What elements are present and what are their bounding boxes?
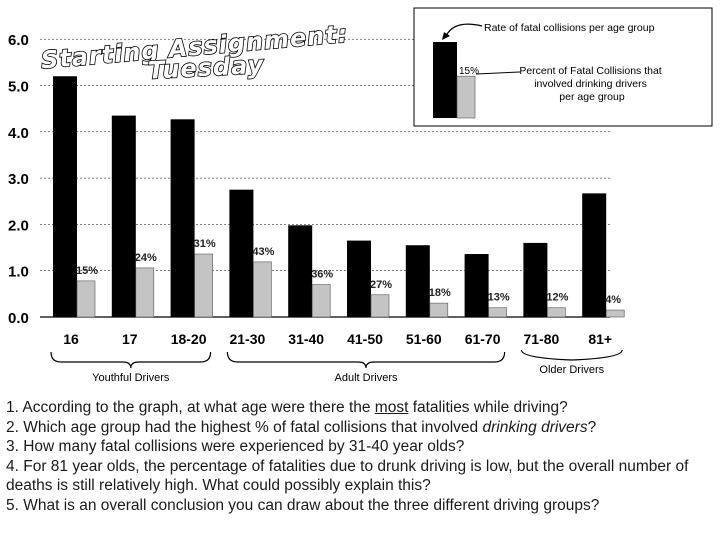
x-tick-label: 81+ — [588, 331, 612, 347]
chart-bars: 15% 24% 31% 43% 36% 27% 18% 13% 12% 4% — [53, 76, 625, 318]
legend-rate-label: Rate of fatal collisions per age group — [484, 22, 655, 34]
bar-rate — [229, 189, 254, 317]
bar-drinking-percent — [253, 261, 272, 318]
bar-drinking-percent — [605, 309, 625, 318]
y-tick-label: 2.0 — [8, 217, 29, 234]
question-1: 1. According to the graph, at what age w… — [6, 399, 568, 416]
fatal-collisions-chart: 0.0 1.0 2.0 3.0 4.0 5.0 6.0 15% 24% 31% 43% 36% 27%… — [8, 7, 713, 384]
bar-rate — [53, 76, 77, 318]
legend-pct-label-1: Percent of Fatal Collisions that — [519, 65, 661, 77]
legend-percent-bar — [456, 75, 476, 119]
bar-rate — [405, 245, 430, 317]
percent-data-label: 18% — [429, 287, 451, 299]
svg-text:Percent of Fatal Collisions th: Percent of Fatal Collisions that involve… — [519, 65, 664, 103]
percent-data-label: 12% — [546, 292, 568, 304]
x-tick-label: 31-40 — [288, 331, 324, 347]
question-3: 3. How many fatal collisions were experi… — [6, 438, 465, 456]
x-tick-label: 18-20 — [171, 331, 207, 347]
y-tick-label: 0.0 — [8, 310, 29, 327]
age-group-brackets: Youthful Drivers Adult Drivers Older Drive… — [50, 349, 623, 384]
assignment-title-line2: Tuesday — [147, 51, 265, 85]
bar-rate — [111, 115, 136, 317]
bar-rate — [464, 254, 489, 317]
y-tick-label: 5.0 — [8, 79, 29, 96]
x-tick-label: 61-70 — [465, 331, 501, 347]
group-label: Older Drivers — [539, 364, 604, 376]
x-tick-label: 21-30 — [229, 331, 265, 347]
y-tick-label: 1.0 — [8, 264, 29, 281]
percent-data-label: 4% — [605, 294, 621, 306]
x-tick-label: 71-80 — [523, 331, 559, 347]
bar-rate — [347, 240, 371, 317]
x-tick-label: 16 — [63, 331, 79, 347]
y-tick-label: 3.0 — [8, 171, 29, 188]
percent-data-label: 15% — [76, 265, 98, 277]
percent-data-label: 36% — [311, 269, 333, 281]
y-axis: 0.0 1.0 2.0 3.0 4.0 5.0 6.0 — [8, 32, 29, 327]
bar-rate — [288, 225, 313, 317]
group-bracket — [50, 351, 212, 369]
group-bracket — [520, 349, 623, 361]
y-tick-label: 6.0 — [8, 32, 29, 49]
legend-connector — [475, 71, 521, 75]
bar-drinking-percent — [488, 307, 507, 318]
bar-drinking-percent — [429, 302, 449, 318]
assignment-questions: 1. According to the graph, at what age w… — [6, 398, 716, 516]
group-label: Adult Drivers — [335, 372, 398, 384]
percent-data-label: 27% — [370, 279, 392, 291]
question-4: 4. For 81 year olds, the percentage of f… — [6, 457, 689, 495]
bar-rate — [582, 193, 607, 317]
question-2: 2. Which age group had the highest % of … — [6, 418, 597, 436]
assignment-title: Starting Assignment: Tuesday — [39, 19, 350, 86]
bar-rate — [170, 119, 195, 317]
legend-arrow — [445, 23, 483, 37]
legend-box: 15% Rate of fatal collisions per age gro… — [413, 7, 713, 127]
group-label: Youthful Drivers — [92, 372, 170, 384]
percent-data-label: 13% — [488, 292, 510, 304]
legend-rate-bar — [433, 42, 457, 118]
bar-drinking-percent — [311, 284, 331, 318]
legend-pct-label-3: per age group — [559, 91, 625, 103]
bar-rate — [523, 242, 548, 317]
bar-drinking-percent — [135, 267, 155, 318]
legend-pct-label-2: involved drinking drivers — [534, 78, 647, 90]
x-axis: 16 17 18-20 21-30 31-40 41-50 51-60 61-70 71-80 8… — [63, 331, 612, 347]
x-tick-label: 51-60 — [406, 331, 442, 347]
percent-data-label: 31% — [194, 238, 216, 250]
percent-data-label: 24% — [135, 252, 157, 264]
bar-drinking-percent — [370, 294, 390, 318]
bar-drinking-percent — [76, 280, 96, 318]
percent-data-label: 43% — [252, 246, 274, 258]
x-tick-label: 17 — [122, 331, 138, 347]
bar-drinking-percent — [194, 253, 213, 318]
question-5: 5. What is an overall conclusion you can… — [6, 496, 600, 514]
x-tick-label: 41-50 — [347, 331, 383, 347]
group-bracket — [226, 351, 506, 369]
legend-pct-value: 15% — [459, 66, 479, 77]
y-tick-label: 4.0 — [8, 125, 29, 142]
bar-drinking-percent — [547, 307, 566, 318]
